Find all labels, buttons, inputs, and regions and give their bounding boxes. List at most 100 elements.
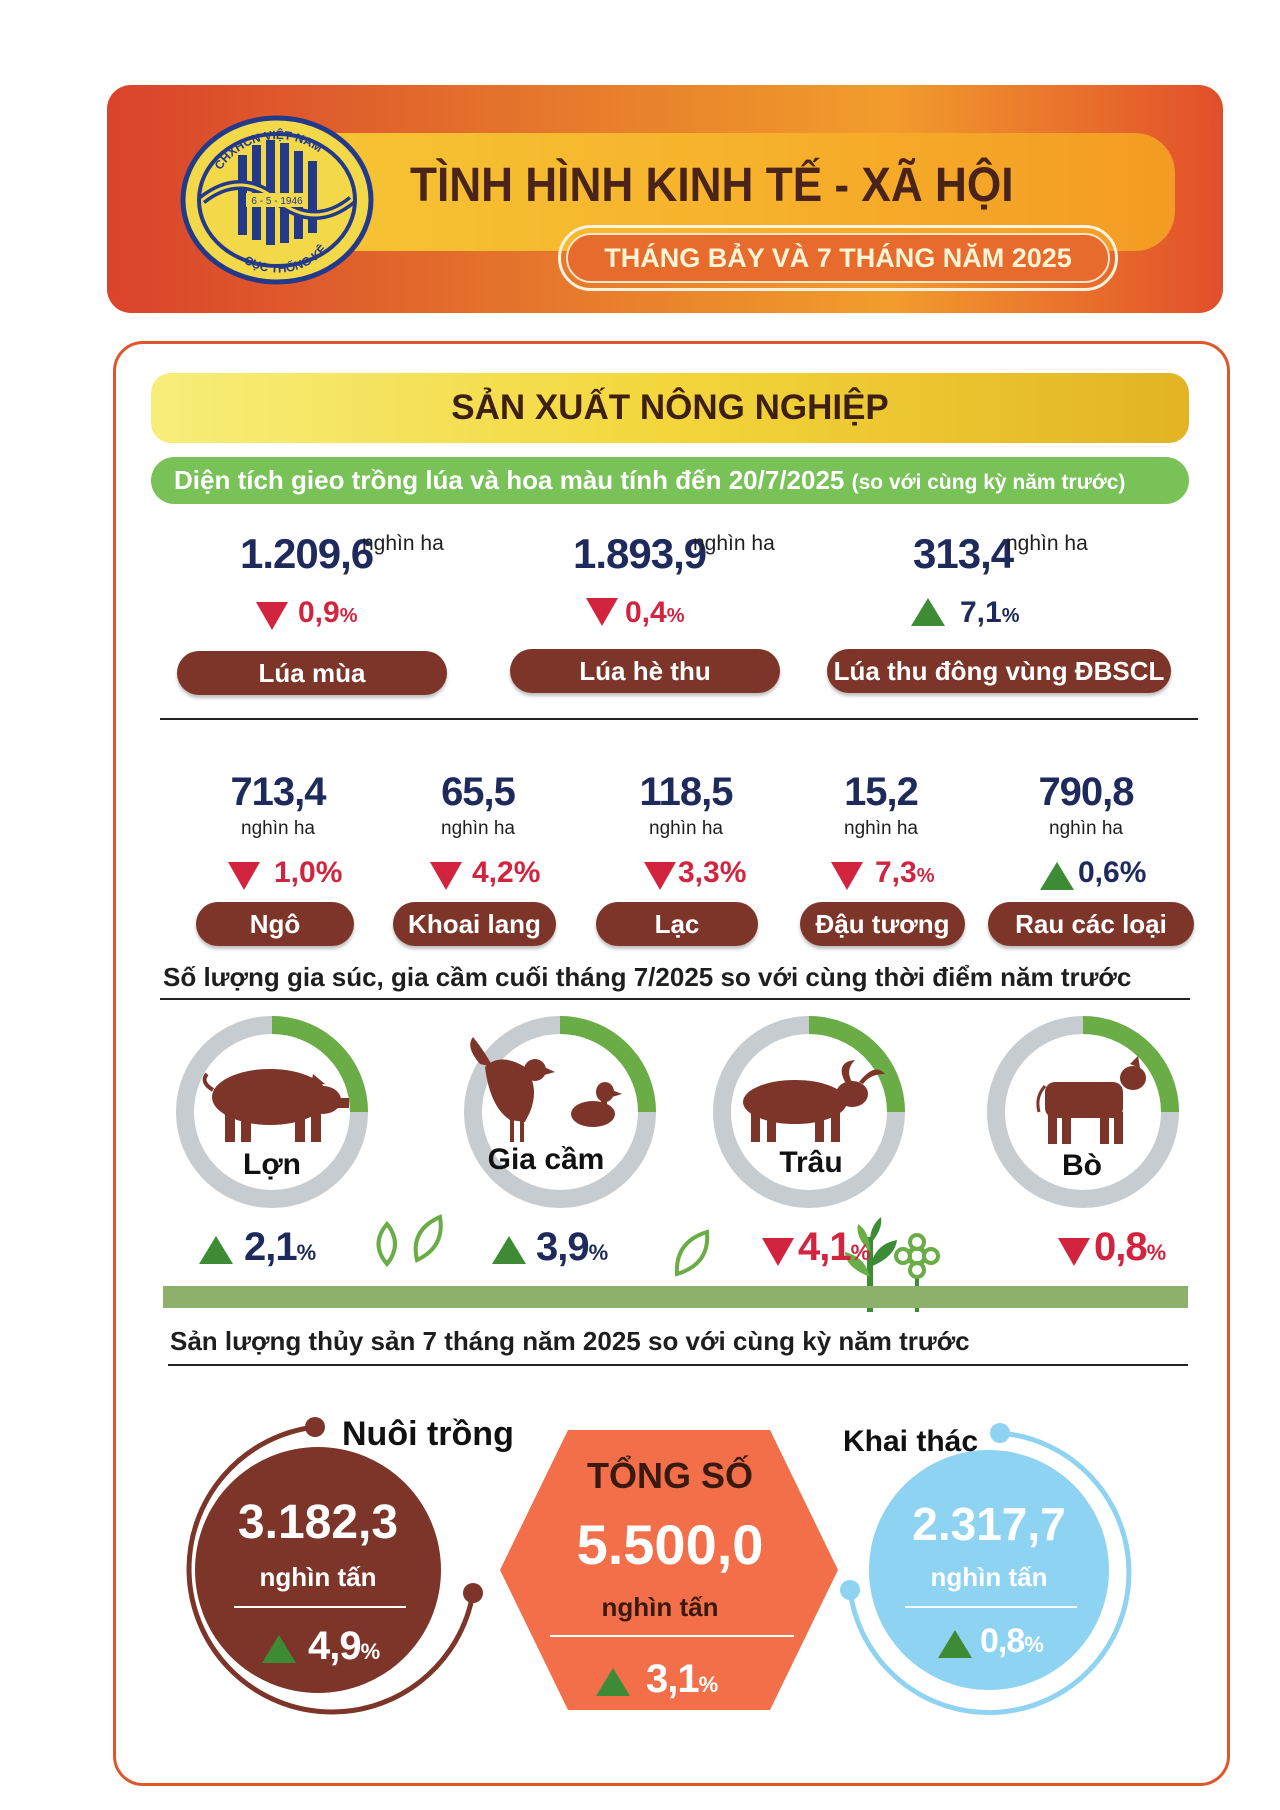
- up-arrow-icon: [1040, 862, 1074, 890]
- farming-unit: nghìn tấn: [259, 1562, 377, 1592]
- header-title-band: [300, 133, 1175, 251]
- total-value: 5.500,0: [576, 1513, 764, 1576]
- leaf-icon: [376, 1214, 710, 1277]
- catching-unit: nghìn tấn: [930, 1562, 1048, 1592]
- catching-circle: [869, 1450, 1109, 1690]
- gso-logo: CHXHCN VIỆT NAM 6 - 5 - 1946 CỤC THỐNG K…: [180, 115, 374, 285]
- rice-label: Lúa hè thu: [510, 649, 780, 693]
- crop-value: 65,5: [441, 770, 516, 814]
- rice-label: Lúa mùa: [177, 651, 447, 695]
- rice-label: Lúa thu đông vùng ĐBSCL: [827, 649, 1171, 693]
- animal-change: 2,1%: [244, 1225, 316, 1269]
- section-title: SẢN XUẤT NÔNG NGHIỆP: [451, 388, 889, 427]
- buffalo-ring: [713, 1016, 905, 1208]
- catching-dot: [990, 1423, 1010, 1443]
- farming-change: 4,9%: [308, 1624, 380, 1668]
- catching-arc: [847, 1430, 1132, 1716]
- cow-icon: [1036, 1056, 1146, 1144]
- down-arrow-icon: [430, 862, 462, 890]
- crop-label: Đậu tương: [800, 902, 965, 946]
- up-arrow-icon: [492, 1236, 526, 1264]
- poultry-ring: [464, 1016, 656, 1208]
- farming-dot: [305, 1417, 325, 1437]
- crop-unit: nghìn ha: [441, 818, 515, 839]
- area-heading-note: (so với cùng kỳ năm trước): [851, 471, 1126, 494]
- rice-change: 0,4%: [625, 596, 685, 629]
- crop-value: 790,8: [1038, 770, 1134, 814]
- rice-change: 7,1%: [960, 596, 1020, 629]
- livestock-heading: Số lượng gia súc, gia cầm cuối tháng 7/2…: [163, 962, 1132, 992]
- page-subtitle: THÁNG BẢY VÀ 7 THÁNG NĂM 2025: [604, 243, 1072, 273]
- catching-change: 0,8%: [980, 1622, 1044, 1660]
- animal-label: Bò: [1062, 1149, 1102, 1182]
- farming-label: Nuôi trồng: [342, 1415, 514, 1453]
- fishery-graphic: [186, 1417, 1132, 1716]
- up-arrow-icon: [199, 1236, 233, 1264]
- crop-change: 4,2%: [472, 856, 541, 889]
- crop-value: 713,4: [230, 770, 326, 814]
- down-arrow-icon: [644, 862, 676, 890]
- crop-change: 0,6%: [1078, 856, 1147, 889]
- divider: [160, 718, 1198, 720]
- divider: [168, 1364, 1188, 1366]
- up-arrow-icon: [596, 1668, 630, 1696]
- fishery-heading: Sản lượng thủy sản 7 tháng năm 2025 so v…: [170, 1326, 970, 1356]
- crop-value: 118,5: [639, 770, 734, 814]
- page-title: TÌNH HÌNH KINH TẾ - XÃ HỘI: [410, 159, 1014, 212]
- crop-label: Rau các loại: [988, 902, 1194, 946]
- crop-label: Khoai lang: [393, 902, 556, 946]
- animal-label: Trâu: [779, 1146, 843, 1179]
- cow-ring: [987, 1016, 1179, 1208]
- catching-value: 2.317,7: [912, 1498, 1066, 1550]
- farming-circle: [195, 1447, 441, 1693]
- total-hexagon: [500, 1430, 838, 1710]
- total-unit: nghìn tấn: [601, 1592, 719, 1622]
- rice-value: 1.209,6: [240, 530, 374, 577]
- farming-arc: [186, 1424, 476, 1715]
- rice-change: 0,9%: [298, 596, 358, 629]
- section-title-bar: [151, 373, 1189, 443]
- area-heading: Diện tích gieo trồng lúa và hoa màu tính…: [174, 457, 1125, 504]
- down-arrow-icon: [228, 862, 260, 890]
- up-arrow-icon: [938, 1630, 972, 1658]
- total-label: TỔNG SỐ: [586, 1455, 753, 1496]
- crop-unit: nghìn ha: [1049, 818, 1123, 839]
- pig-icon: [202, 1069, 349, 1142]
- subtitle-frame: [558, 225, 1118, 291]
- crop-change: 7,3%: [875, 856, 935, 889]
- crop-change: 1,0%: [274, 856, 343, 889]
- area-heading-text: Diện tích gieo trồng lúa và hoa màu tính…: [174, 465, 845, 495]
- pig-ring: [176, 1016, 368, 1208]
- plant-icon: [845, 1217, 897, 1312]
- animal-change: 3,9%: [536, 1225, 608, 1269]
- animal-change: 4,1%: [798, 1225, 870, 1269]
- crop-unit: nghìn ha: [649, 818, 723, 839]
- catching-dot: [840, 1580, 860, 1600]
- ground-strip: [163, 1286, 1188, 1308]
- buffalo-icon: [743, 1060, 885, 1142]
- down-arrow-icon: [831, 862, 863, 890]
- down-arrow-icon: [1058, 1238, 1090, 1266]
- animal-label: Lợn: [243, 1148, 301, 1181]
- crop-unit: nghìn ha: [241, 818, 315, 839]
- catching-label: Khai thác: [843, 1425, 979, 1458]
- rice-unit: nghìn ha: [1006, 532, 1088, 555]
- up-arrow-icon: [911, 598, 945, 626]
- up-arrow-icon: [262, 1635, 296, 1663]
- crop-unit: nghìn ha: [844, 818, 918, 839]
- livestock-graphic: [176, 1016, 1179, 1312]
- rice-unit: nghìn ha: [362, 532, 444, 555]
- crop-label: Ngô: [196, 902, 354, 946]
- divider: [160, 998, 1190, 1000]
- down-arrow-icon: [256, 602, 288, 630]
- rice-value: 1.893,9: [573, 530, 707, 577]
- animal-label: Gia cầm: [487, 1143, 605, 1176]
- farming-value: 3.182,3: [237, 1496, 399, 1549]
- down-arrow-icon: [762, 1238, 794, 1266]
- total-change: 3,1%: [646, 1657, 718, 1701]
- subtitle-pill: [566, 233, 1110, 283]
- rice-unit: nghìn ha: [693, 532, 775, 555]
- crop-value: 15,2: [844, 770, 919, 814]
- content-panel: [113, 341, 1230, 1786]
- crop-label: Lạc: [596, 902, 758, 946]
